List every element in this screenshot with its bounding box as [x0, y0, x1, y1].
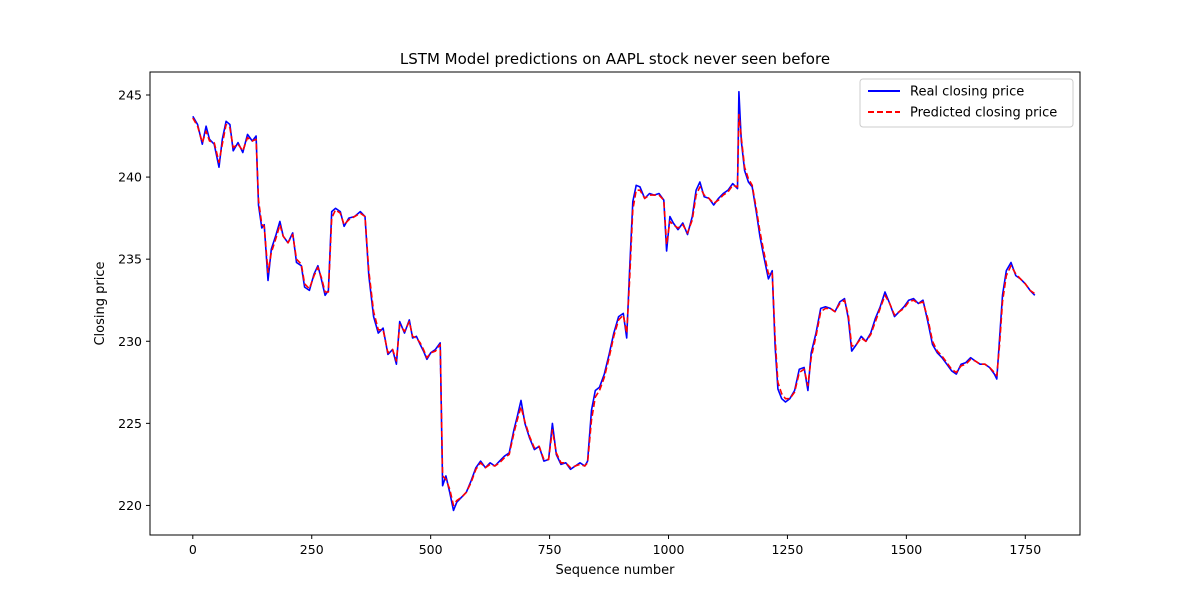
- y-tick-label: 230: [118, 334, 142, 349]
- y-tick-label: 240: [118, 170, 142, 185]
- x-tick-label: 1500: [890, 542, 922, 557]
- y-tick-label: 245: [118, 87, 142, 102]
- predicted-price-line: [192, 113, 1036, 507]
- x-tick-label: 750: [538, 542, 562, 557]
- y-axis: 220 225 230 235 240 245: [118, 87, 150, 513]
- chart-title: LSTM Model predictions on AAPL stock nev…: [400, 50, 830, 68]
- x-axis: 0 250 500 750 1000 1250 1500 1750: [189, 535, 1041, 557]
- legend: Real closing price Predicted closing pri…: [859, 78, 1074, 128]
- x-tick-label: 1000: [653, 542, 685, 557]
- x-tick-label: 500: [419, 542, 443, 557]
- x-tick-label: 0: [189, 542, 197, 557]
- y-tick-label: 235: [118, 252, 142, 267]
- series-layer: [192, 90, 1036, 512]
- legend-real-label: Real closing price: [910, 85, 1024, 100]
- y-tick-label: 225: [118, 416, 142, 431]
- y-axis-label: Closing price: [93, 261, 108, 345]
- x-tick-label: 250: [300, 542, 324, 557]
- x-tick-label: 1250: [772, 542, 804, 557]
- x-axis-label: Sequence number: [556, 563, 676, 578]
- plot-area: [149, 71, 1081, 536]
- legend-predicted-label: Predicted closing price: [910, 106, 1057, 121]
- legend-box: [859, 78, 1074, 128]
- x-tick-label: 1750: [1009, 542, 1041, 557]
- plot-background: [150, 72, 1080, 535]
- axes-frame: [149, 71, 1081, 536]
- y-tick-label: 220: [118, 498, 142, 513]
